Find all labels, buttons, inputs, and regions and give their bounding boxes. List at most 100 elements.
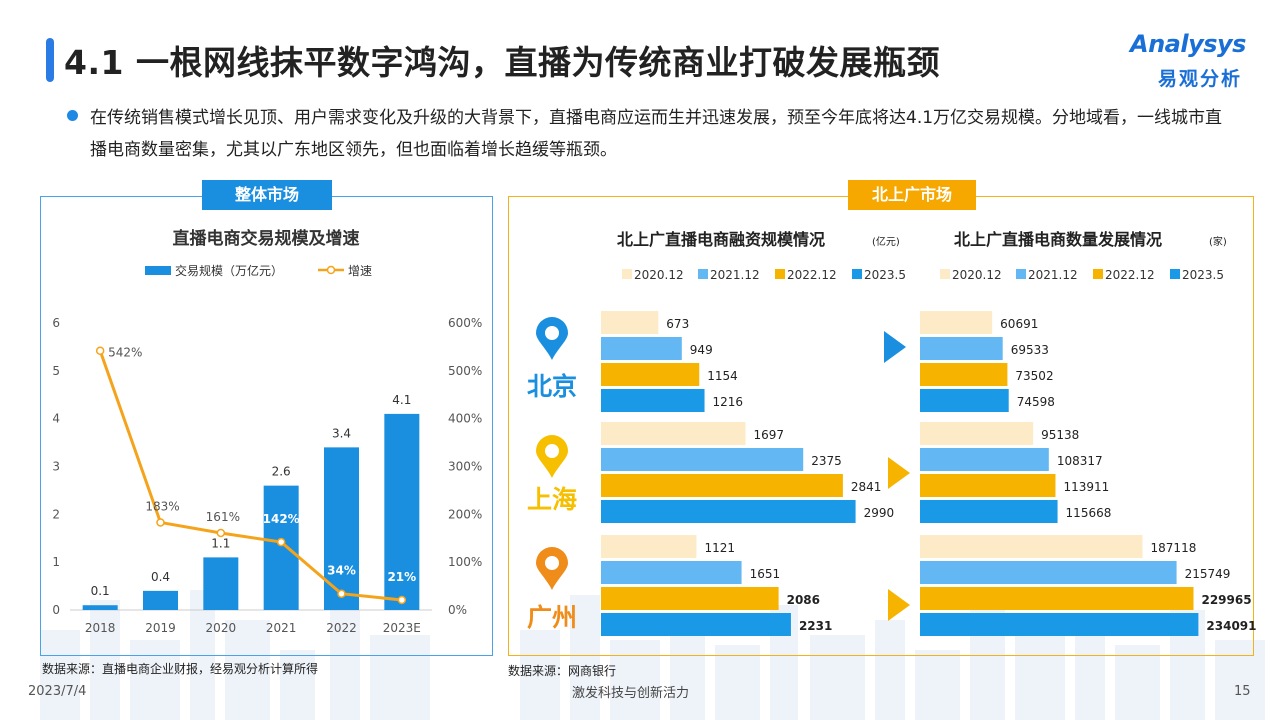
hbar-bar xyxy=(601,535,697,558)
hbar-data-label: 2990 xyxy=(864,506,895,520)
hbar-data-label: 2841 xyxy=(851,480,882,494)
bsg-market-tag: 北上广市场 xyxy=(848,180,976,210)
legend-swatch-line-marker xyxy=(326,265,336,275)
left-x-tick-label: 2020 xyxy=(206,621,237,635)
hbar-data-label: 2231 xyxy=(799,619,832,633)
hbar-data-label: 2086 xyxy=(787,593,820,607)
hbar-legend-label: 2021.12 xyxy=(710,268,760,282)
hbar-legend-swatch xyxy=(1170,269,1180,279)
right-y-tick-label: 100% xyxy=(448,555,482,569)
hbar-legend-swatch xyxy=(940,269,950,279)
hbar-data-label: 949 xyxy=(690,343,713,357)
arrow-right-icon xyxy=(884,331,906,363)
growth-rate-point xyxy=(216,528,226,538)
hbar-legend-swatch xyxy=(775,269,785,279)
hbar-bar xyxy=(601,448,804,471)
hbar-bar xyxy=(920,500,1058,523)
hbar-legend-label: 2020.12 xyxy=(952,268,1002,282)
right-y-tick-label: 200% xyxy=(448,507,482,521)
hbar-bar xyxy=(601,474,843,497)
hbar-data-label: 215749 xyxy=(1185,567,1231,581)
hbar-bar xyxy=(920,422,1034,445)
hbar-bar xyxy=(601,587,779,610)
hbar-bar xyxy=(601,311,659,334)
left-x-tick-label: 2023E xyxy=(383,621,421,635)
hbar-legend-label: 2021.12 xyxy=(1028,268,1078,282)
growth-rate-data-label: 21% xyxy=(387,570,416,584)
trade-scale-data-label: 4.1 xyxy=(392,393,411,407)
growth-rate-point xyxy=(337,589,346,598)
hbar-bar xyxy=(920,389,1009,412)
hbar-legend-label: 2023.5 xyxy=(1182,268,1224,282)
growth-rate-data-label: 183% xyxy=(145,499,179,513)
trade-scale-bar xyxy=(143,590,178,610)
hbar-bar xyxy=(920,337,1003,360)
location-pin-hole xyxy=(545,556,559,570)
left-y-tick-label: 4 xyxy=(52,412,60,426)
footer-slogan: 激发科技与创新活力 xyxy=(572,686,690,701)
trade-scale-data-label: 2.6 xyxy=(272,465,291,479)
left-y-tick-label: 3 xyxy=(52,460,60,474)
hbar-data-label: 1121 xyxy=(704,541,735,555)
left-chart-title: 直播电商交易规模及增速 xyxy=(173,228,360,249)
title-accent-bar xyxy=(46,38,54,82)
hbar-data-label: 187118 xyxy=(1151,541,1197,555)
arrow-right-icon xyxy=(888,457,910,489)
hbar-data-label: 1154 xyxy=(707,369,738,383)
hbar-chart-title: 北上广直播电商数量发展情况 xyxy=(954,230,1162,249)
summary-text: 在传统销售模式增长见顶、用户需求变化及升级的大背景下，直播电商应运而生并迅速发展… xyxy=(90,108,1223,160)
trade-scale-data-label: 1.1 xyxy=(211,536,230,550)
analysys-logo: Analysys 易观分析 xyxy=(1130,30,1260,92)
hbar-bar xyxy=(601,561,742,584)
right-y-tick-label: 400% xyxy=(448,412,482,426)
hbar-legend-swatch xyxy=(1016,269,1026,279)
hbar-chart-title: 北上广直播电商融资规模情况 xyxy=(617,230,825,249)
trade-scale-data-label: 0.1 xyxy=(91,584,110,598)
left-y-tick-label: 2 xyxy=(52,507,60,521)
trade-scale-bar xyxy=(203,557,239,610)
trade-scale-bar xyxy=(384,413,420,610)
hbar-chart-unit: (亿元) xyxy=(872,235,900,248)
left-y-tick-label: 0 xyxy=(52,603,60,617)
left-x-tick-label: 2019 xyxy=(145,621,176,635)
growth-rate-data-label: 142% xyxy=(263,512,300,526)
hbar-data-label: 229965 xyxy=(1201,593,1251,607)
hbar-bar xyxy=(601,500,856,523)
bullet-dot-icon xyxy=(67,110,78,121)
growth-rate-point xyxy=(156,518,165,527)
hbar-bar xyxy=(601,363,700,386)
left-y-tick-label: 5 xyxy=(52,364,60,378)
legend-swatch-bar xyxy=(145,266,171,275)
left-x-tick-label: 2021 xyxy=(266,621,297,635)
hbar-legend-swatch xyxy=(1093,269,1103,279)
hbar-data-label: 73502 xyxy=(1015,369,1053,383)
hbar-legend-label: 2020.12 xyxy=(634,268,684,282)
hbar-bar xyxy=(920,363,1008,386)
hbar-data-label: 113911 xyxy=(1063,480,1109,494)
arrow-right-icon xyxy=(888,589,910,621)
right-y-tick-label: 500% xyxy=(448,364,482,378)
hbar-data-label: 673 xyxy=(666,317,689,331)
growth-rate-data-label: 34% xyxy=(327,564,356,578)
growth-rate-data-label: 161% xyxy=(206,510,240,524)
hbar-bar xyxy=(601,422,746,445)
hbar-data-label: 1216 xyxy=(713,395,744,409)
hbar-bar xyxy=(920,561,1177,584)
hbar-bar xyxy=(601,613,791,636)
hbar-legend-swatch xyxy=(698,269,708,279)
hbar-bar xyxy=(920,587,1194,610)
right-y-tick-label: 600% xyxy=(448,316,482,330)
left-data-source: 数据来源：直播电商企业财报，经易观分析计算所得 xyxy=(42,662,319,676)
legend-label-bar: 交易规模（万亿元） xyxy=(175,263,283,278)
city-label: 广州 xyxy=(527,603,577,632)
hbar-data-label: 108317 xyxy=(1057,454,1103,468)
location-pin-hole xyxy=(545,326,559,340)
hbar-bar xyxy=(920,448,1049,471)
hbar-legend-label: 2022.12 xyxy=(1105,268,1155,282)
left-x-tick-label: 2022 xyxy=(326,621,357,635)
overall-market-tag: 整体市场 xyxy=(202,180,332,210)
right-y-tick-label: 0% xyxy=(448,603,467,617)
hbar-bar xyxy=(601,337,682,360)
page-title: 4.1 一根网线抹平数字鸿沟，直播为传统商业打破发展瓶颈 xyxy=(64,43,940,82)
